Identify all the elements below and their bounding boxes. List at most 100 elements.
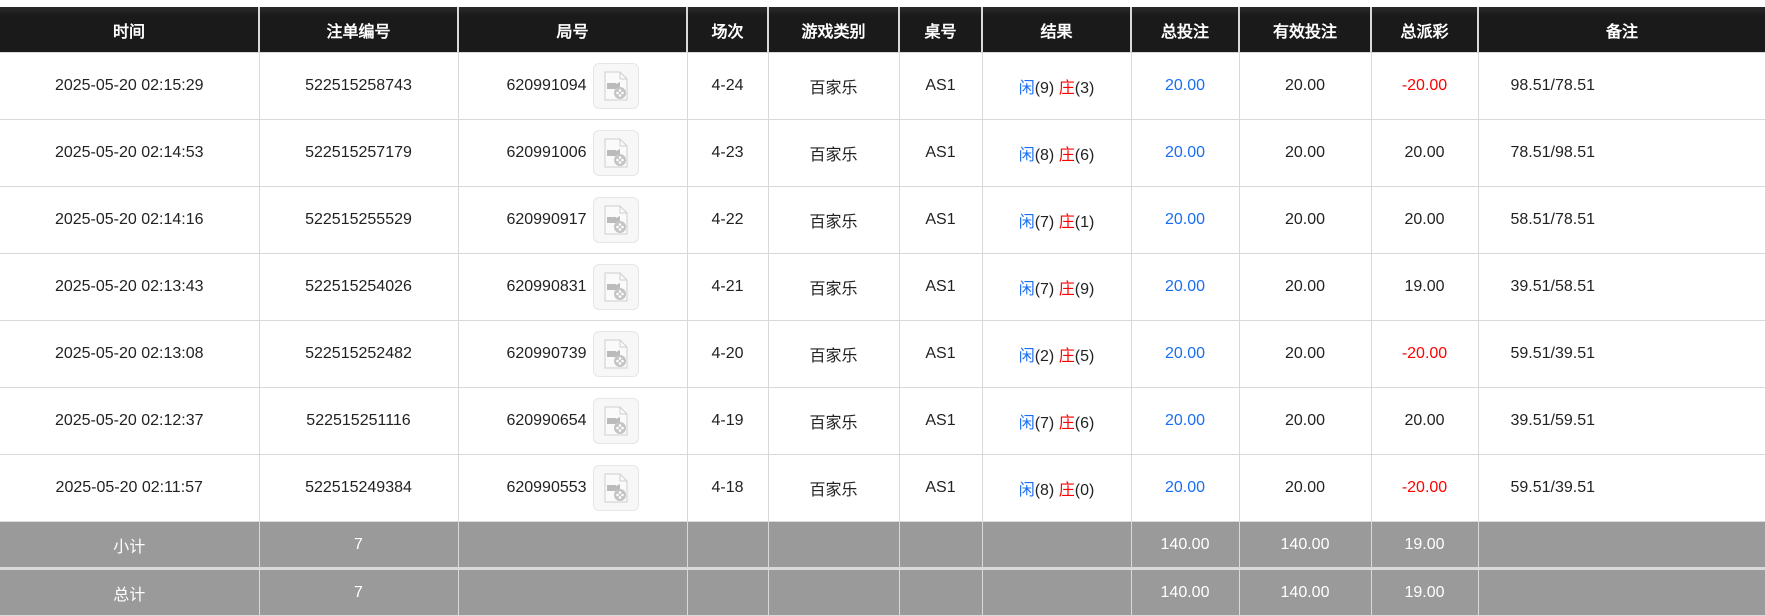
cell-total-bet: 20.00 [1130, 454, 1240, 522]
cell-result: 闲(9) 庄(3) [981, 52, 1132, 120]
cell-payout: 20.00 [1370, 186, 1479, 254]
cell-table: AS1 [898, 253, 983, 321]
header-total-bet: 总投注 [1130, 7, 1239, 53]
cell-game-type: 百家乐 [767, 52, 900, 120]
banker-label: 庄 [1058, 147, 1075, 164]
header-round: 局号 [457, 7, 687, 53]
cell-time: 2025-05-20 02:11:57 [0, 454, 260, 522]
cell-round: 620990654 [457, 387, 688, 455]
player-label: 闲 [1018, 348, 1035, 365]
cell-round: 620991006 [457, 119, 688, 187]
cell-bet-id: 522515252482 [258, 320, 459, 388]
player-label: 闲 [1018, 80, 1035, 97]
table-row: 2025-05-20 02:13:08 522515252482 6209907… [0, 320, 1765, 388]
table-header: 时间 注单编号 局号 场次 游戏类别 桌号 结果 总投注 有效投注 总派彩 备注 [0, 7, 1765, 53]
header-session: 场次 [686, 7, 768, 53]
table-row: 2025-05-20 02:11:57 522515249384 6209905… [0, 454, 1765, 522]
cell-round: 620990917 [457, 186, 688, 254]
cell-result: 闲(8) 庄(0) [981, 454, 1132, 522]
table-row: 2025-05-20 02:12:37 522515251116 6209906… [0, 387, 1765, 455]
empty-cell [767, 567, 900, 616]
total-label: 总计 [0, 567, 260, 616]
cell-remark: 39.51/58.51 [1477, 253, 1765, 321]
cell-round: 620990739 [457, 320, 688, 388]
round-number: 620990831 [506, 278, 587, 296]
cell-table: AS1 [898, 320, 983, 388]
cell-remark: 78.51/98.51 [1477, 119, 1765, 187]
cell-table: AS1 [898, 454, 983, 522]
banker-value: (3) [1074, 80, 1095, 97]
cell-time: 2025-05-20 02:13:43 [0, 253, 260, 321]
header-valid-bet: 有效投注 [1238, 7, 1371, 53]
player-label: 闲 [1018, 281, 1035, 298]
cell-valid-bet: 20.00 [1238, 253, 1372, 321]
player-value: (7) [1034, 214, 1055, 231]
player-label: 闲 [1018, 482, 1035, 499]
video-replay-icon[interactable] [592, 63, 639, 109]
cell-total-bet: 20.00 [1130, 186, 1240, 254]
cell-game-type: 百家乐 [767, 454, 900, 522]
video-replay-icon[interactable] [592, 331, 639, 377]
cell-total-bet: 20.00 [1130, 52, 1240, 120]
header-table: 桌号 [898, 7, 982, 53]
bet-records-table: 时间 注单编号 局号 场次 游戏类别 桌号 结果 总投注 有效投注 总派彩 备注… [0, 7, 1765, 616]
video-replay-icon[interactable] [592, 465, 639, 511]
player-label: 闲 [1018, 214, 1035, 231]
total-row: 总计 7 140.00 140.00 19.00 [0, 567, 1765, 616]
cell-result: 闲(7) 庄(1) [981, 186, 1132, 254]
header-bet-id: 注单编号 [258, 7, 458, 53]
cell-time: 2025-05-20 02:12:37 [0, 387, 260, 455]
banker-value: (6) [1074, 147, 1095, 164]
round-number: 620990553 [506, 479, 587, 497]
cell-time: 2025-05-20 02:13:08 [0, 320, 260, 388]
total-payout: 19.00 [1370, 567, 1479, 616]
banker-value: (9) [1074, 281, 1095, 298]
subtotal-valid-bet: 140.00 [1238, 521, 1372, 569]
table-row: 2025-05-20 02:14:53 522515257179 6209910… [0, 119, 1765, 187]
banker-label: 庄 [1058, 214, 1075, 231]
banker-value: (5) [1074, 348, 1095, 365]
cell-game-type: 百家乐 [767, 253, 900, 321]
cell-table: AS1 [898, 387, 983, 455]
round-number: 620990739 [506, 345, 587, 363]
player-label: 闲 [1018, 147, 1035, 164]
table-row: 2025-05-20 02:15:29 522515258743 6209910… [0, 52, 1765, 120]
cell-game-type: 百家乐 [767, 186, 900, 254]
cell-session: 4-22 [686, 186, 769, 254]
cell-game-type: 百家乐 [767, 320, 900, 388]
cell-bet-id: 522515258743 [258, 52, 459, 120]
header-payout: 总派彩 [1370, 7, 1478, 53]
cell-time: 2025-05-20 02:14:53 [0, 119, 260, 187]
cell-game-type: 百家乐 [767, 119, 900, 187]
cell-valid-bet: 20.00 [1238, 387, 1372, 455]
cell-total-bet: 20.00 [1130, 119, 1240, 187]
player-value: (7) [1034, 415, 1055, 432]
cell-valid-bet: 20.00 [1238, 52, 1372, 120]
empty-cell [981, 567, 1132, 616]
header-result: 结果 [981, 7, 1131, 53]
banker-label: 庄 [1058, 80, 1075, 97]
banker-value: (1) [1074, 214, 1095, 231]
empty-cell [981, 521, 1132, 569]
cell-valid-bet: 20.00 [1238, 119, 1372, 187]
cell-session: 4-23 [686, 119, 769, 187]
player-value: (8) [1034, 482, 1055, 499]
cell-table: AS1 [898, 52, 983, 120]
total-total-bet: 140.00 [1130, 567, 1240, 616]
cell-session: 4-18 [686, 454, 769, 522]
video-replay-icon[interactable] [592, 197, 639, 243]
cell-bet-id: 522515255529 [258, 186, 459, 254]
header-time: 时间 [0, 7, 259, 53]
empty-cell [1477, 567, 1765, 616]
video-replay-icon[interactable] [592, 398, 639, 444]
empty-cell [457, 521, 688, 569]
subtotal-row: 小计 7 140.00 140.00 19.00 [0, 521, 1765, 569]
cell-result: 闲(2) 庄(5) [981, 320, 1132, 388]
video-replay-icon[interactable] [592, 130, 639, 176]
cell-remark: 58.51/78.51 [1477, 186, 1765, 254]
video-replay-icon[interactable] [592, 264, 639, 310]
empty-cell [457, 567, 688, 616]
cell-total-bet: 20.00 [1130, 253, 1240, 321]
banker-value: (6) [1074, 415, 1095, 432]
empty-cell [898, 567, 983, 616]
